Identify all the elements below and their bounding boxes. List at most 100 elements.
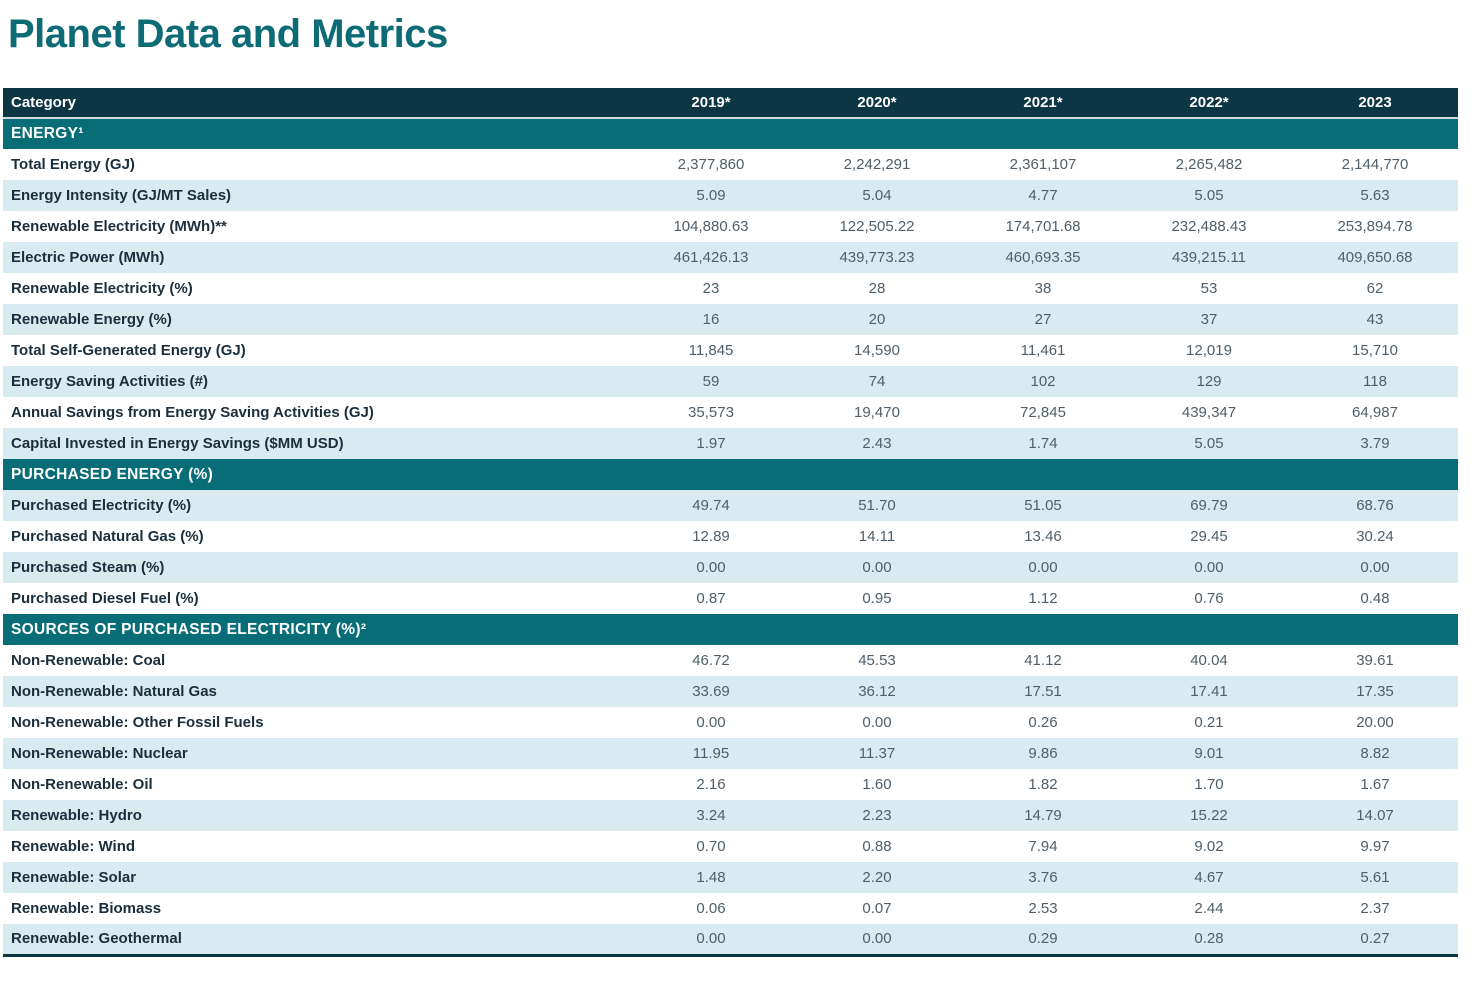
cell-value: 51.05 bbox=[1024, 497, 1062, 514]
cell-value: 439,773.23 bbox=[839, 249, 915, 266]
cell-value: 29.45 bbox=[1190, 528, 1228, 545]
cell-value: 0.88 bbox=[862, 838, 892, 855]
row-label: Purchased Diesel Fuel (%) bbox=[11, 590, 199, 607]
cell-value: 12,019 bbox=[1186, 342, 1232, 359]
cell-value: 12.89 bbox=[692, 528, 730, 545]
cell-value: 232,488.43 bbox=[1171, 218, 1247, 235]
cell-value: 122,505.22 bbox=[839, 218, 915, 235]
row-label: Purchased Natural Gas (%) bbox=[11, 528, 204, 545]
column-header-2021: 2021* bbox=[960, 88, 1126, 119]
cell-value: 14.79 bbox=[1024, 807, 1062, 824]
cell-value: 0.95 bbox=[862, 590, 892, 607]
cell-value: 0.00 bbox=[1360, 559, 1390, 576]
cell-value: 1.60 bbox=[862, 776, 892, 793]
column-header-2023: 2023 bbox=[1292, 88, 1458, 119]
table-row: Non-Renewable: Natural Gas 33.69 36.12 17.5… bbox=[3, 676, 1458, 707]
cell-value: 14.11 bbox=[858, 528, 896, 545]
table-body: ENERGY¹ Total Energy (GJ) 2,377,860 2,242,2… bbox=[3, 118, 1458, 955]
row-label: Annual Savings from Energy Saving Activi… bbox=[11, 404, 374, 421]
cell-value: 2.20 bbox=[862, 869, 892, 886]
cell-value: 0.00 bbox=[696, 714, 726, 731]
cell-value: 2,144,770 bbox=[1341, 156, 1409, 173]
table-row: Renewable: Geothermal 0.00 0.00 0.29 0.28 0.2… bbox=[3, 924, 1458, 955]
cell-value: 69.79 bbox=[1190, 497, 1228, 514]
cell-value: 461,426.13 bbox=[673, 249, 749, 266]
page-title: Planet Data and Metrics bbox=[8, 12, 448, 56]
metrics-table: Category 2019* 2020* 2021* 2022* 2023 EN… bbox=[3, 88, 1458, 957]
cell-value: 1.97 bbox=[696, 435, 726, 452]
cell-value: 5.09 bbox=[696, 187, 726, 204]
cell-value: 59 bbox=[702, 373, 720, 390]
table-row: Renewable Electricity (MWh)** 104,880.63 1… bbox=[3, 211, 1458, 242]
table-row: Purchased Diesel Fuel (%) 0.87 0.95 1.12 0.7… bbox=[3, 583, 1458, 614]
row-label: Renewable Electricity (MWh)** bbox=[11, 218, 227, 235]
table-row: Non-Renewable: Nuclear 11.95 11.37 9.86 9.01… bbox=[3, 738, 1458, 769]
cell-value: 104,880.63 bbox=[673, 218, 749, 235]
cell-value: 0.00 bbox=[696, 559, 726, 576]
row-label: Renewable: Biomass bbox=[11, 900, 162, 917]
table-row: Purchased Electricity (%) 49.74 51.70 51.05… bbox=[3, 490, 1458, 521]
row-label: Non-Renewable: Coal bbox=[11, 652, 166, 669]
table-row: Energy Intensity (GJ/MT Sales) 5.09 5.04 4.… bbox=[3, 180, 1458, 211]
cell-value: 28 bbox=[868, 280, 886, 297]
row-label: Energy Intensity (GJ/MT Sales) bbox=[11, 187, 232, 204]
cell-value: 0.00 bbox=[862, 559, 892, 576]
cell-value: 33.69 bbox=[692, 683, 730, 700]
table-row: Non-Renewable: Oil 2.16 1.60 1.82 1.70 1.67 bbox=[3, 769, 1458, 800]
cell-value: 4.67 bbox=[1194, 869, 1224, 886]
cell-value: 74 bbox=[868, 373, 886, 390]
cell-value: 0.07 bbox=[862, 900, 892, 917]
cell-value: 15,710 bbox=[1352, 342, 1398, 359]
cell-value: 11.95 bbox=[692, 745, 730, 762]
cell-value: 1.70 bbox=[1194, 776, 1224, 793]
table-row: Renewable Electricity (%) 23 28 38 53 62 bbox=[3, 273, 1458, 304]
table-row: Non-Renewable: Coal 46.72 45.53 41.12 40.04 3… bbox=[3, 645, 1458, 676]
table-row: Electric Power (MWh) 461,426.13 439,773.23… bbox=[3, 242, 1458, 273]
cell-value: 118 bbox=[1363, 373, 1387, 390]
cell-value: 9.97 bbox=[1360, 838, 1390, 855]
table-row: Energy Saving Activities (#) 59 74 102 129 11… bbox=[3, 366, 1458, 397]
table-row: Renewable: Solar 1.48 2.20 3.76 4.67 5.61 bbox=[3, 862, 1458, 893]
row-label: Renewable Electricity (%) bbox=[11, 280, 193, 297]
cell-value: 46.72 bbox=[692, 652, 730, 669]
cell-value: 2.16 bbox=[696, 776, 726, 793]
cell-value: 2,361,107 bbox=[1009, 156, 1077, 173]
row-label: Renewable: Geothermal bbox=[11, 930, 182, 948]
cell-value: 2.37 bbox=[1360, 900, 1390, 917]
cell-value: 3.76 bbox=[1028, 869, 1058, 886]
cell-value: 17.41 bbox=[1190, 683, 1228, 700]
cell-value: 0.00 bbox=[1028, 559, 1058, 576]
cell-value: 11,461 bbox=[1020, 342, 1066, 359]
cell-value: 45.53 bbox=[858, 652, 896, 669]
cell-value: 19,470 bbox=[854, 404, 900, 421]
cell-value: 30.24 bbox=[1356, 528, 1394, 545]
cell-value: 2,377,860 bbox=[677, 156, 745, 173]
table-row: Capital Invested in Energy Savings ($MM … bbox=[3, 428, 1458, 459]
cell-value: 0.00 bbox=[862, 930, 892, 948]
cell-value: 0.29 bbox=[1028, 930, 1058, 948]
cell-value: 439,347 bbox=[1181, 404, 1237, 421]
cell-value: 53 bbox=[1200, 280, 1218, 297]
cell-value: 17.35 bbox=[1356, 683, 1394, 700]
row-label: Electric Power (MWh) bbox=[11, 249, 165, 266]
row-label: Energy Saving Activities (#) bbox=[11, 373, 209, 390]
cell-value: 72,845 bbox=[1020, 404, 1066, 421]
cell-value: 62 bbox=[1366, 280, 1384, 297]
cell-value: 4.77 bbox=[1028, 187, 1058, 204]
column-header-category: Category bbox=[3, 88, 628, 119]
cell-value: 5.04 bbox=[862, 187, 892, 204]
cell-value: 2.53 bbox=[1028, 900, 1058, 917]
row-label: Non-Renewable: Natural Gas bbox=[11, 683, 217, 700]
row-label: Non-Renewable: Other Fossil Fuels bbox=[11, 714, 264, 731]
cell-value: 9.02 bbox=[1194, 838, 1224, 855]
column-header-2019: 2019* bbox=[628, 88, 794, 119]
cell-value: 5.05 bbox=[1194, 187, 1224, 204]
cell-value: 3.79 bbox=[1360, 435, 1390, 452]
section-header-row: SOURCES OF PURCHASED ELECTRICITY (%)² bbox=[3, 614, 1458, 645]
row-label: Non-Renewable: Nuclear bbox=[11, 745, 188, 762]
table-row: Total Self-Generated Energy (GJ) 11,845 14… bbox=[3, 335, 1458, 366]
cell-value: 40.04 bbox=[1190, 652, 1228, 669]
cell-value: 23 bbox=[702, 280, 720, 297]
cell-value: 36.12 bbox=[858, 683, 896, 700]
table-row: Renewable Energy (%) 16 20 27 37 43 bbox=[3, 304, 1458, 335]
